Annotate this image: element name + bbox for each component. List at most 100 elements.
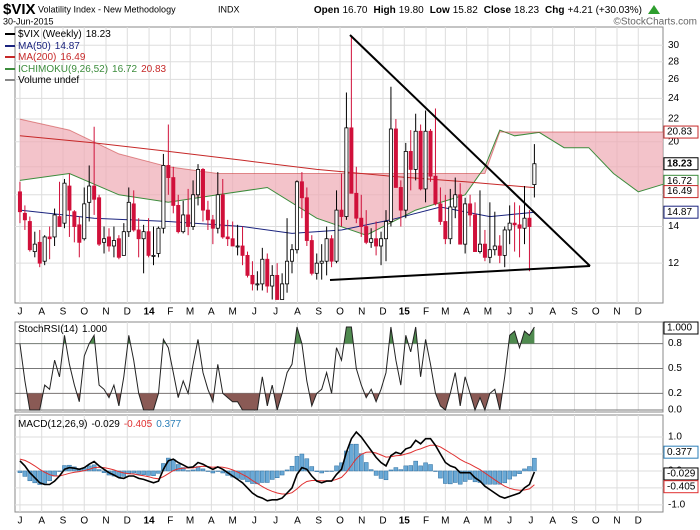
- x-tick-label: M: [484, 307, 492, 318]
- x-tick-label: S: [60, 307, 67, 318]
- x-tick-label: F: [167, 516, 173, 527]
- quote-value: +4.21 (+30.03%): [568, 5, 643, 16]
- quote-value: 15.82: [453, 5, 478, 16]
- x-tick-label: J: [507, 516, 512, 527]
- price-label: -0.405: [667, 481, 696, 492]
- legend-text: 16.72: [112, 64, 137, 75]
- trendline: [349, 34, 591, 267]
- price-label: 16.72: [667, 176, 692, 187]
- legend-entry: ICHIMOKU(9,26,52) 16.72 20.83: [18, 64, 167, 75]
- histogram-bar: [210, 470, 216, 474]
- histogram-bar: [462, 470, 468, 482]
- candle-body: [92, 185, 97, 200]
- histogram-bar: [482, 470, 488, 485]
- price-label-box: [663, 125, 699, 139]
- legend-text: -0.405: [124, 419, 153, 430]
- candle-body: [67, 185, 72, 211]
- candle-body: [17, 191, 22, 213]
- x-tick-label: O: [592, 307, 600, 318]
- x-tick-label: J: [17, 516, 22, 527]
- candle-body: [428, 130, 433, 177]
- y-tick-label: 0.0: [668, 405, 682, 416]
- legend-text: StochRSI(14): [18, 324, 78, 335]
- x-tick-label: M: [186, 307, 194, 318]
- histogram-bar: [200, 468, 206, 472]
- x-tick-label: N: [613, 516, 620, 527]
- y-tick-label: 1.0: [668, 432, 682, 443]
- price-label-box: [663, 205, 699, 219]
- candle-body: [97, 197, 102, 245]
- x-tick-label: A: [294, 516, 301, 527]
- candle-body: [121, 231, 126, 256]
- candle-body: [463, 203, 468, 245]
- histogram-bar: [190, 469, 196, 472]
- histogram-bar: [373, 470, 379, 476]
- histogram-bar: [250, 470, 255, 484]
- y-tick-label: 22: [668, 114, 680, 125]
- x-tick-label: 15: [399, 307, 411, 318]
- candle-body: [176, 205, 181, 233]
- candle-body: [126, 201, 131, 233]
- candle-body: [497, 245, 502, 256]
- x-tick-label: A: [549, 307, 556, 318]
- candle-body: [329, 238, 334, 262]
- x-tick-label: M: [228, 307, 236, 318]
- histogram-bar: [274, 470, 280, 478]
- candle-body: [161, 165, 166, 229]
- legend-entry: MA(200) 16.49: [18, 52, 86, 63]
- x-tick-label: N: [613, 307, 620, 318]
- histogram-bar: [457, 470, 463, 485]
- histogram-bar: [438, 470, 443, 479]
- candle-body: [453, 194, 458, 208]
- candle-body: [181, 214, 186, 233]
- x-tick-label: A: [549, 516, 556, 527]
- x-tick-label: F: [423, 307, 429, 318]
- candle-body: [77, 224, 82, 243]
- candle-body: [52, 214, 57, 238]
- candle-body: [245, 254, 250, 276]
- histogram-bar: [47, 470, 52, 482]
- histogram-bar: [418, 465, 423, 472]
- histogram-bar: [532, 457, 537, 472]
- price-label-box: [663, 445, 699, 459]
- x-tick-label: A: [38, 516, 45, 527]
- y-tick-label: 20: [668, 136, 680, 147]
- candle-body: [32, 243, 37, 252]
- candle-body: [344, 127, 349, 217]
- candle-body: [235, 245, 240, 248]
- histogram-bar: [96, 469, 102, 472]
- candle-body: [280, 283, 285, 300]
- histogram-bar: [304, 458, 310, 472]
- candle-body: [374, 238, 379, 247]
- candle-body: [507, 222, 512, 231]
- candle-body: [473, 214, 478, 252]
- histogram-bar: [265, 470, 270, 483]
- histogram-bar: [279, 470, 285, 476]
- legend-text: MA(200): [18, 52, 56, 63]
- candle-body: [205, 209, 210, 221]
- quote-value: 18.23: [514, 5, 539, 16]
- price-label: 14.87: [667, 207, 692, 218]
- candle-body: [225, 236, 230, 240]
- candle-body: [309, 240, 314, 274]
- price-label: -0.029: [667, 469, 696, 480]
- legend-entry: MACD(12,26,9) -0.029 -0.405 0.377: [18, 419, 182, 430]
- price-label-box: [663, 321, 699, 335]
- candle-body: [255, 283, 260, 286]
- candle-body: [37, 241, 42, 264]
- candle-body: [364, 226, 369, 243]
- x-tick-label: D: [635, 307, 642, 318]
- price-label: 18.23: [667, 158, 692, 169]
- quote-label: Close: [484, 5, 512, 16]
- x-tick-label: M: [228, 516, 236, 527]
- x-tick-label: F: [423, 516, 429, 527]
- y-tick-label: 14: [668, 221, 680, 232]
- candle-body: [517, 224, 522, 229]
- fill-below: [27, 393, 503, 410]
- y-tick-label: 0.5: [668, 363, 682, 374]
- candle-body: [492, 245, 497, 251]
- histogram-bar: [126, 470, 132, 474]
- candle-body: [240, 245, 245, 256]
- x-tick-label: F: [167, 307, 173, 318]
- candle-body: [532, 163, 537, 185]
